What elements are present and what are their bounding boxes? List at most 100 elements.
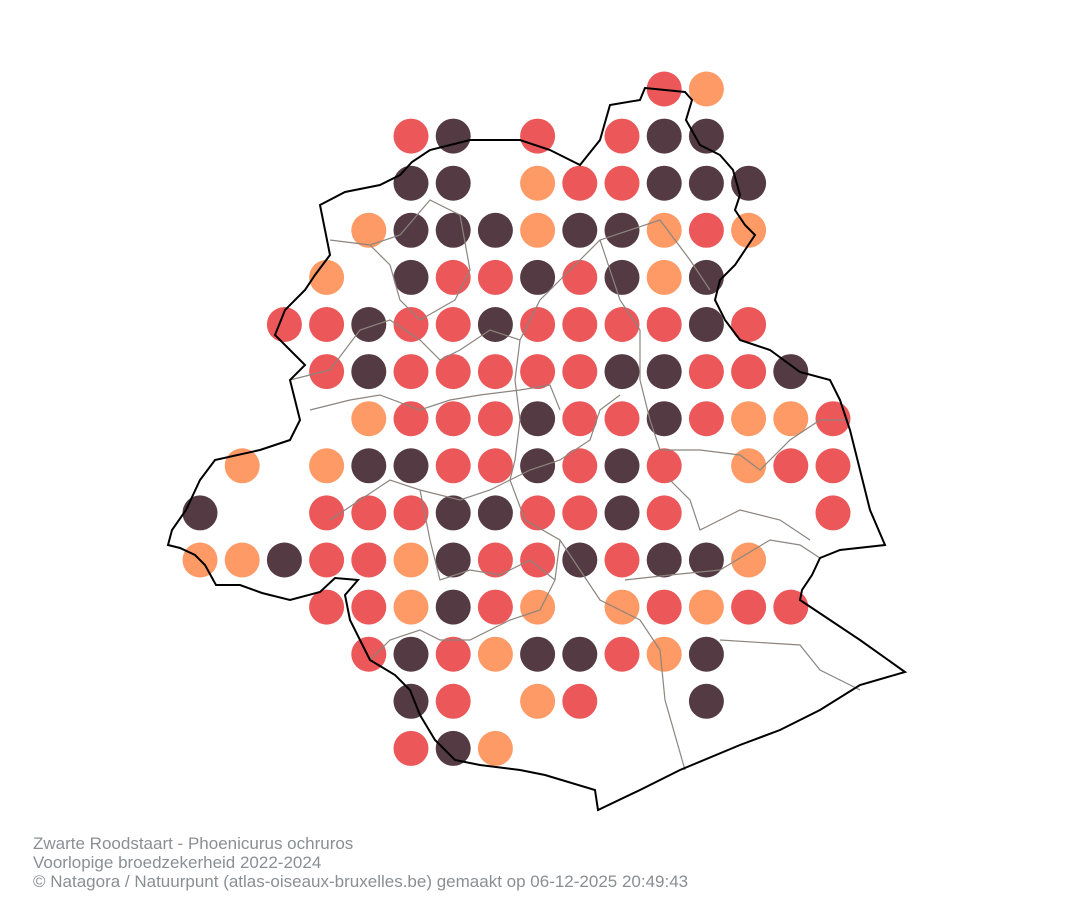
municipality-line [309, 384, 561, 411]
grid-dot-probable [477, 542, 513, 578]
municipality-line [669, 479, 811, 541]
municipality-line [369, 539, 561, 661]
grid-dot-possible [731, 212, 767, 248]
grid-dot-confirmed [435, 165, 471, 201]
grid-dot-probable [731, 589, 767, 625]
grid-dot-probable [520, 542, 556, 578]
grid-dot-probable [646, 307, 682, 342]
municipality-boundaries [289, 199, 861, 771]
grid-dot-confirmed [393, 259, 429, 295]
grid-dot-confirmed [393, 212, 429, 248]
grid-dot-possible [731, 542, 767, 578]
grid-dot-confirmed [351, 354, 387, 390]
grid-dot-probable [562, 165, 598, 201]
grid-dot-confirmed [604, 212, 640, 248]
grid-dot-confirmed [477, 212, 513, 248]
grid-dot-confirmed [688, 683, 724, 719]
species-title: Zwarte Roodstaart - Phoenicurus ochruros [33, 834, 354, 853]
grid-dot-probable [393, 354, 429, 390]
grid-dot-confirmed [646, 165, 682, 201]
grid-dot-probable [773, 448, 809, 484]
grid-dot-probable [520, 354, 556, 390]
grid-dot-possible [351, 401, 387, 437]
grid-dot-probable [435, 259, 471, 295]
grid-dot-probable [309, 542, 345, 578]
grid-dot-confirmed [646, 354, 682, 390]
credits: © Natagora / Natuurpunt (atlas-oiseaux-b… [33, 872, 689, 891]
grid-dot-confirmed [393, 165, 429, 201]
grid-dot-confirmed [688, 165, 724, 201]
grid-dot-confirmed [435, 495, 471, 531]
grid-dots [182, 71, 851, 766]
grid-dot-probable [477, 401, 513, 437]
grid-dot-confirmed [351, 307, 387, 342]
grid-dot-probable [731, 307, 767, 342]
grid-dot-probable [688, 212, 724, 248]
grid-dot-possible [520, 589, 556, 625]
grid-dot-probable [435, 448, 471, 484]
grid-dot-possible [309, 448, 345, 484]
grid-dot-probable [688, 401, 724, 437]
grid-dot-possible [773, 401, 809, 437]
grid-dot-probable [393, 307, 429, 342]
grid-dot-confirmed [435, 589, 471, 625]
grid-dot-probable [435, 354, 471, 390]
municipality-line [719, 639, 861, 691]
grid-dot-possible [393, 589, 429, 625]
grid-dot-confirmed [520, 636, 556, 672]
grid-dot-probable [646, 495, 682, 531]
grid-dot-confirmed [562, 212, 598, 248]
grid-dot-probable [477, 448, 513, 484]
grid-dot-probable [562, 307, 598, 342]
grid-dot-confirmed [688, 118, 724, 154]
grid-dot-confirmed [477, 307, 513, 342]
grid-dot-probable [604, 307, 640, 342]
grid-dot-probable [562, 259, 598, 295]
grid-dot-confirmed [435, 730, 471, 766]
grid-dot-probable [562, 448, 598, 484]
grid-dot-probable [731, 354, 767, 390]
municipality-line [289, 219, 711, 381]
grid-dot-confirmed [520, 401, 556, 437]
grid-dot-probable [393, 495, 429, 531]
grid-dot-confirmed [393, 636, 429, 672]
distribution-map [166, 71, 908, 812]
grid-dot-probable [604, 636, 640, 672]
grid-dot-confirmed [351, 448, 387, 484]
grid-dot-confirmed [646, 401, 682, 437]
grid-dot-confirmed [435, 118, 471, 154]
grid-dot-probable [562, 683, 598, 719]
grid-dot-possible [224, 448, 260, 484]
grid-dot-probable [646, 589, 682, 625]
grid-dot-confirmed [393, 683, 429, 719]
grid-dot-probable [477, 259, 513, 295]
grid-dot-confirmed [604, 495, 640, 531]
grid-dot-probable [309, 495, 345, 531]
municipality-line [624, 539, 821, 581]
grid-dot-possible [731, 401, 767, 437]
grid-dot-confirmed [688, 636, 724, 672]
grid-dot-probable [351, 495, 387, 531]
grid-dot-possible [688, 71, 724, 107]
grid-dot-probable [435, 401, 471, 437]
grid-dot-possible [688, 589, 724, 625]
grid-dot-possible [646, 259, 682, 295]
grid-dot-probable [351, 589, 387, 625]
municipality-line [329, 479, 556, 581]
grid-dot-possible [309, 259, 345, 295]
grid-dot-probable [815, 401, 851, 437]
grid-dot-confirmed [688, 259, 724, 295]
grid-dot-confirmed [646, 118, 682, 154]
municipality-line [419, 479, 686, 771]
grid-dot-probable [520, 307, 556, 342]
grid-dot-probable [604, 401, 640, 437]
grid-dot-possible [520, 683, 556, 719]
grid-dot-confirmed [604, 354, 640, 390]
grid-dot-possible [224, 542, 260, 578]
grid-dot-confirmed [520, 448, 556, 484]
grid-dot-confirmed [435, 212, 471, 248]
grid-dot-probable [562, 401, 598, 437]
grid-dot-probable [477, 589, 513, 625]
grid-dot-probable [309, 589, 345, 625]
grid-dot-probable [688, 354, 724, 390]
